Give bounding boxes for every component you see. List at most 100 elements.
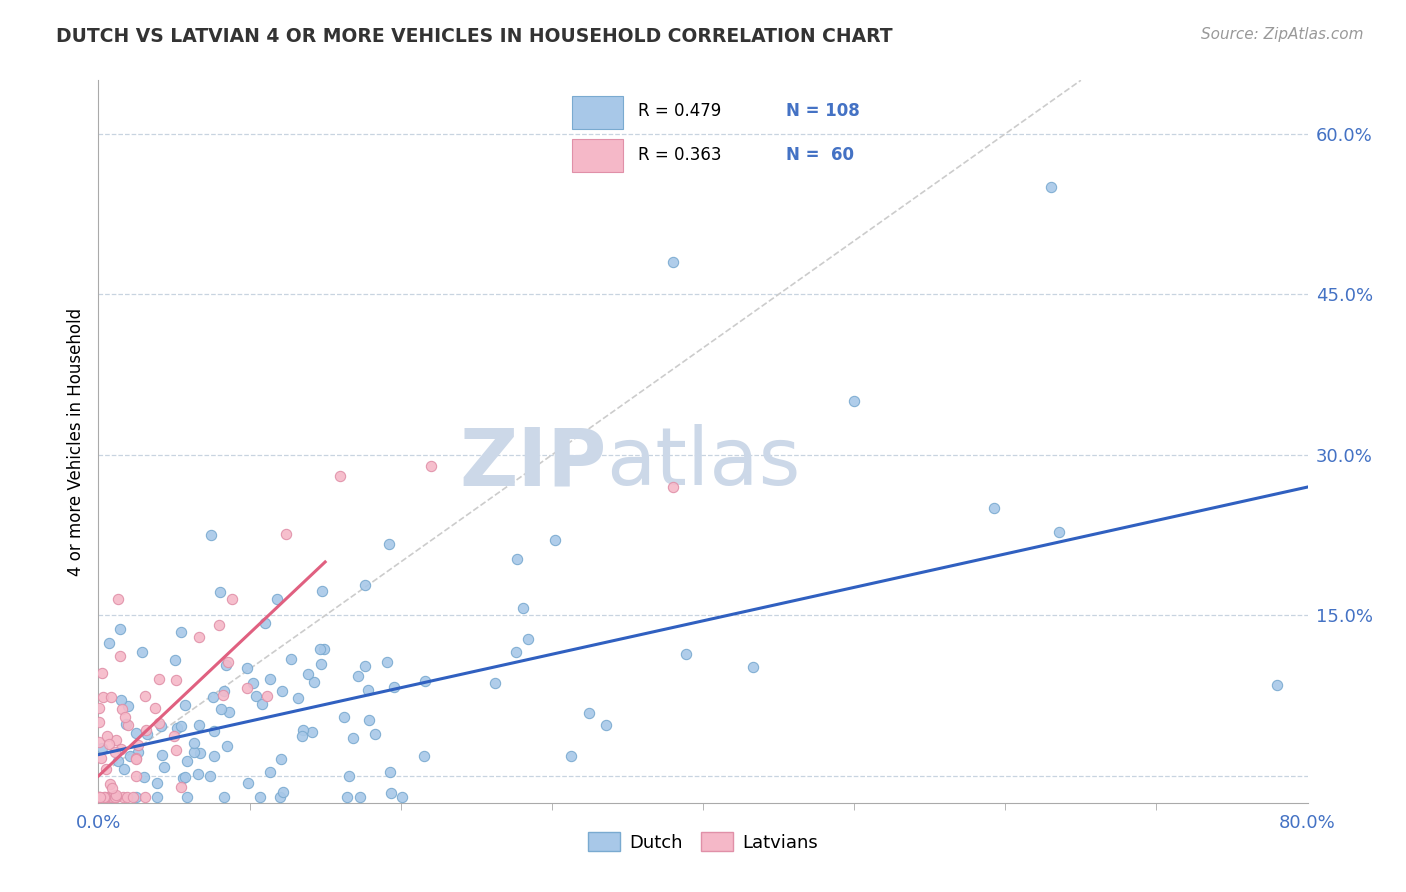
- Point: [131, 645, 153, 659]
- Point: [217, 656, 239, 670]
- Point: [1039, 180, 1062, 194]
- Point: [357, 713, 380, 727]
- Point: [110, 742, 132, 756]
- Point: [94, 790, 117, 805]
- Point: [212, 684, 235, 698]
- Point: [391, 790, 413, 805]
- Point: [253, 615, 276, 630]
- Point: [380, 786, 402, 800]
- Point: [89, 790, 111, 805]
- Point: [91, 690, 114, 704]
- Point: [297, 667, 319, 681]
- Point: [378, 536, 401, 550]
- Point: [165, 743, 187, 757]
- Point: [149, 719, 172, 733]
- Point: [217, 739, 239, 754]
- Text: Source: ZipAtlas.com: Source: ZipAtlas.com: [1201, 27, 1364, 42]
- Point: [661, 255, 683, 269]
- Point: [364, 727, 387, 741]
- Point: [302, 675, 325, 690]
- Point: [183, 745, 205, 759]
- Point: [516, 632, 538, 646]
- Point: [183, 736, 205, 750]
- Point: [96, 729, 118, 743]
- Point: [250, 697, 273, 711]
- Point: [420, 458, 443, 473]
- Point: [97, 737, 120, 751]
- Point: [202, 724, 225, 739]
- Point: [174, 770, 197, 784]
- Text: ZIP: ZIP: [458, 425, 606, 502]
- Point: [96, 790, 118, 805]
- Point: [170, 624, 193, 639]
- Point: [983, 501, 1005, 516]
- Point: [595, 717, 617, 731]
- Point: [291, 729, 314, 743]
- Point: [212, 688, 235, 702]
- Point: [314, 641, 336, 656]
- Point: [134, 689, 156, 703]
- Point: [101, 790, 124, 805]
- Point: [105, 790, 128, 805]
- Point: [169, 719, 191, 733]
- Point: [172, 771, 194, 785]
- Point: [103, 790, 125, 805]
- Point: [1267, 678, 1289, 692]
- Point: [543, 533, 565, 547]
- Point: [208, 585, 231, 599]
- Point: [110, 622, 132, 636]
- Point: [269, 790, 291, 805]
- Point: [100, 781, 122, 796]
- Point: [104, 745, 127, 759]
- Point: [105, 732, 128, 747]
- Point: [384, 680, 406, 694]
- Point: [145, 790, 167, 805]
- Point: [357, 682, 380, 697]
- Point: [166, 721, 188, 735]
- Point: [101, 790, 124, 805]
- Point: [215, 658, 238, 673]
- Point: [1047, 525, 1070, 540]
- Point: [112, 790, 135, 805]
- Point: [174, 698, 197, 713]
- Point: [342, 731, 364, 745]
- Point: [309, 657, 332, 671]
- Point: [125, 752, 148, 766]
- Point: [245, 689, 267, 703]
- Point: [134, 790, 156, 805]
- Point: [187, 718, 209, 732]
- Point: [560, 748, 582, 763]
- Point: [271, 785, 294, 799]
- Point: [188, 746, 211, 760]
- Point: [125, 769, 148, 783]
- Point: [209, 701, 232, 715]
- Point: [187, 631, 209, 645]
- Point: [96, 762, 118, 776]
- Point: [675, 647, 697, 661]
- Text: DUTCH VS LATVIAN 4 OR MORE VEHICLES IN HOUSEHOLD CORRELATION CHART: DUTCH VS LATVIAN 4 OR MORE VEHICLES IN H…: [56, 27, 893, 45]
- Point: [135, 723, 157, 737]
- Point: [98, 777, 121, 791]
- Point: [259, 672, 281, 686]
- Point: [148, 672, 170, 686]
- Point: [218, 705, 240, 719]
- Point: [100, 690, 122, 704]
- Point: [87, 790, 110, 805]
- Point: [107, 591, 129, 606]
- Legend: Dutch, Latvians: Dutch, Latvians: [581, 825, 825, 859]
- Point: [127, 745, 149, 759]
- Point: [236, 661, 259, 675]
- Point: [242, 676, 264, 690]
- Point: [336, 790, 359, 805]
- Point: [236, 776, 259, 790]
- Point: [378, 765, 401, 780]
- Point: [127, 738, 149, 752]
- Point: [301, 725, 323, 739]
- Point: [354, 659, 377, 673]
- Point: [87, 701, 110, 715]
- Point: [208, 618, 231, 632]
- Point: [97, 790, 120, 805]
- Point: [187, 766, 209, 780]
- Point: [214, 790, 236, 805]
- Point: [97, 636, 120, 650]
